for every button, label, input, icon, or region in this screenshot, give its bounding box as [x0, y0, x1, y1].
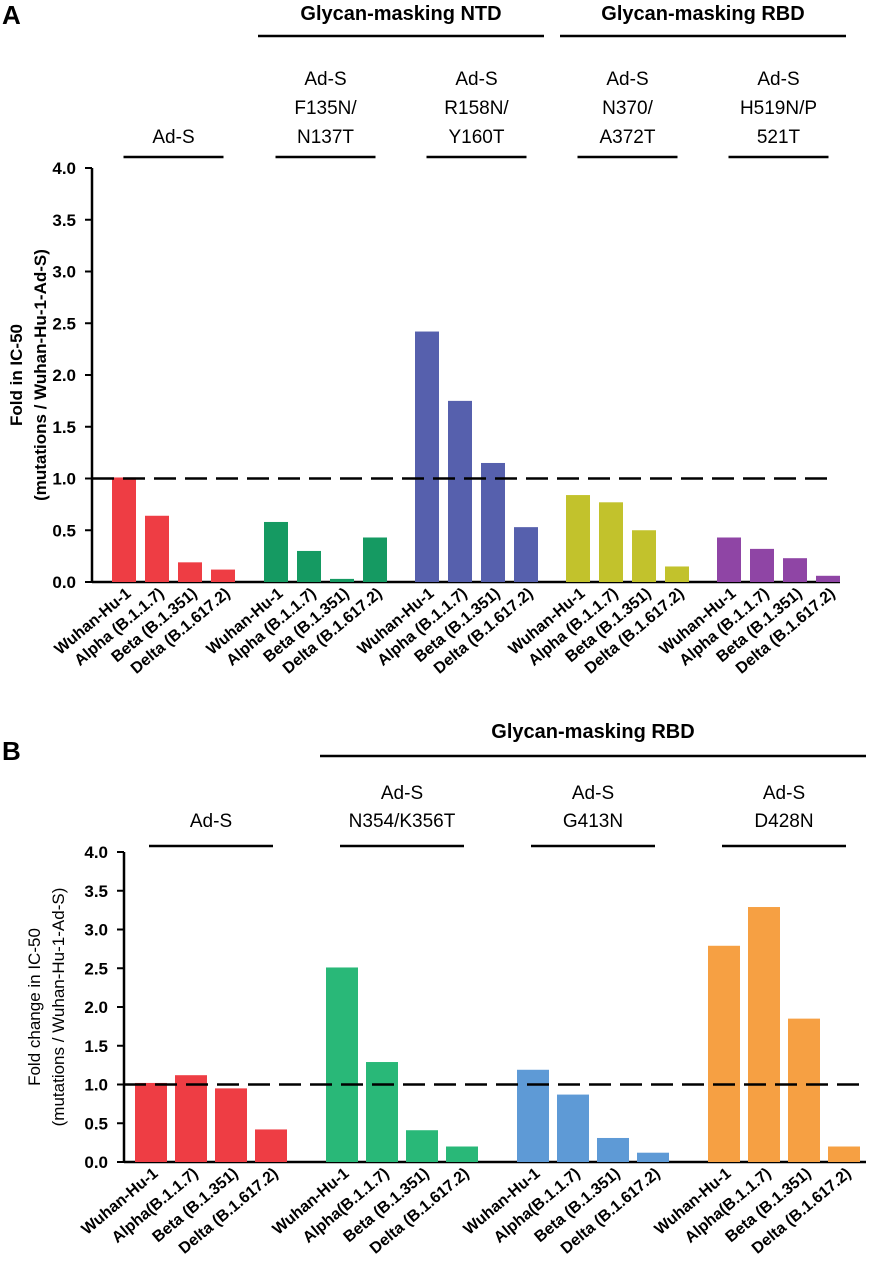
group-label: G413N — [563, 811, 623, 832]
group-label: R158N/ — [444, 98, 509, 119]
bar — [717, 537, 741, 582]
y-tick-label: 3.5 — [84, 882, 108, 901]
bar — [750, 548, 774, 582]
bar — [446, 1146, 478, 1162]
y-tick-label: 0.0 — [52, 573, 76, 592]
group-label: Ad-S — [190, 811, 232, 832]
bar — [514, 527, 538, 582]
group-label: Ad-S — [304, 69, 346, 90]
bar — [788, 1018, 820, 1162]
y-tick-label: 1.5 — [52, 418, 76, 437]
group-label: N354/K356T — [349, 811, 456, 832]
bar — [665, 566, 689, 582]
y-tick-label: 3.0 — [84, 921, 108, 940]
group-label: Ad-S — [152, 127, 194, 148]
y-tick-label: 1.0 — [52, 470, 76, 489]
group-label: 521T — [757, 127, 801, 148]
header-title: Glycan-masking NTD — [300, 3, 501, 25]
bar — [366, 1062, 398, 1162]
y-tick-label: 4.0 — [52, 159, 76, 178]
bar — [112, 477, 136, 582]
bar — [708, 945, 740, 1162]
y-tick-label: 1.5 — [84, 1037, 108, 1056]
y-tick-label: 3.0 — [52, 263, 76, 282]
y-tick-label: 2.0 — [84, 998, 108, 1017]
bar — [448, 400, 472, 582]
y-axis-title-line2: (mutations / Wuhan-Hu-1-Ad-S) — [49, 888, 68, 1127]
y-tick-label: 0.5 — [84, 1114, 108, 1133]
bar — [748, 907, 780, 1162]
bar — [215, 1088, 247, 1162]
group-label: D428N — [754, 811, 813, 832]
bar — [297, 550, 321, 582]
bar — [175, 1075, 207, 1162]
group-label: Ad-S — [572, 783, 614, 804]
panel-b-chart: 0.0 0.5 1.0 1.5 2.0 2.5 3.0 3.5 4.0 Fold change i… — [25, 721, 866, 1258]
y-axis-title-line1: Fold change in IC-50 — [25, 928, 44, 1086]
group-label: Ad-S — [606, 69, 648, 90]
group-label: Ad-S — [455, 69, 497, 90]
bar — [406, 1130, 438, 1162]
y-tick-label: 1.0 — [84, 1076, 108, 1095]
y-axis-title-line1: Fold in IC-50 — [7, 324, 26, 426]
bar — [135, 1082, 167, 1162]
group-label: Ad-S — [381, 783, 423, 804]
bar — [637, 1152, 669, 1162]
bar — [783, 558, 807, 582]
bar — [597, 1137, 629, 1162]
bar — [326, 967, 358, 1162]
bar — [255, 1129, 287, 1162]
y-axis-title-line2: (mutations / Wuhan-Hu-1-Ad-S) — [31, 249, 50, 501]
y-tick-label: 2.0 — [52, 366, 76, 385]
group-label: Ad-S — [763, 783, 805, 804]
group-label: Ad-S — [757, 69, 799, 90]
bar — [363, 537, 387, 582]
header-title: Glycan-masking RBD — [491, 721, 694, 743]
y-tick-label: 0.5 — [52, 521, 76, 540]
bar — [145, 515, 169, 582]
bar — [557, 1094, 589, 1162]
group-label: A372T — [600, 127, 656, 148]
group-label: H519N/P — [740, 98, 817, 119]
y-tick-label: 2.5 — [52, 314, 76, 333]
group-label: F135N/ — [294, 98, 357, 119]
panel-a-letter: A — [2, 0, 21, 30]
bar — [178, 562, 202, 582]
y-tick-label: 3.5 — [52, 211, 76, 230]
bar — [481, 462, 505, 582]
panel-b-letter: B — [2, 736, 21, 766]
bar — [211, 569, 235, 582]
y-tick-label: 0.0 — [84, 1153, 108, 1172]
panel-a-chart: 0.0 0.5 1.0 1.5 2.0 2.5 3.0 3.5 4.0 Fold in IC-50… — [7, 3, 846, 678]
header-title: Glycan-masking RBD — [601, 3, 804, 25]
group-label: Y160T — [449, 127, 505, 148]
bar — [566, 495, 590, 582]
bar — [816, 575, 840, 582]
bar — [330, 578, 354, 582]
bar — [264, 521, 288, 582]
bar — [828, 1146, 860, 1162]
y-tick-label: 4.0 — [84, 843, 108, 862]
bar — [599, 502, 623, 582]
group-label: N370/ — [602, 98, 653, 119]
bar — [632, 530, 656, 582]
bar — [415, 331, 439, 582]
group-label: N137T — [297, 127, 354, 148]
y-tick-label: 2.5 — [84, 959, 108, 978]
